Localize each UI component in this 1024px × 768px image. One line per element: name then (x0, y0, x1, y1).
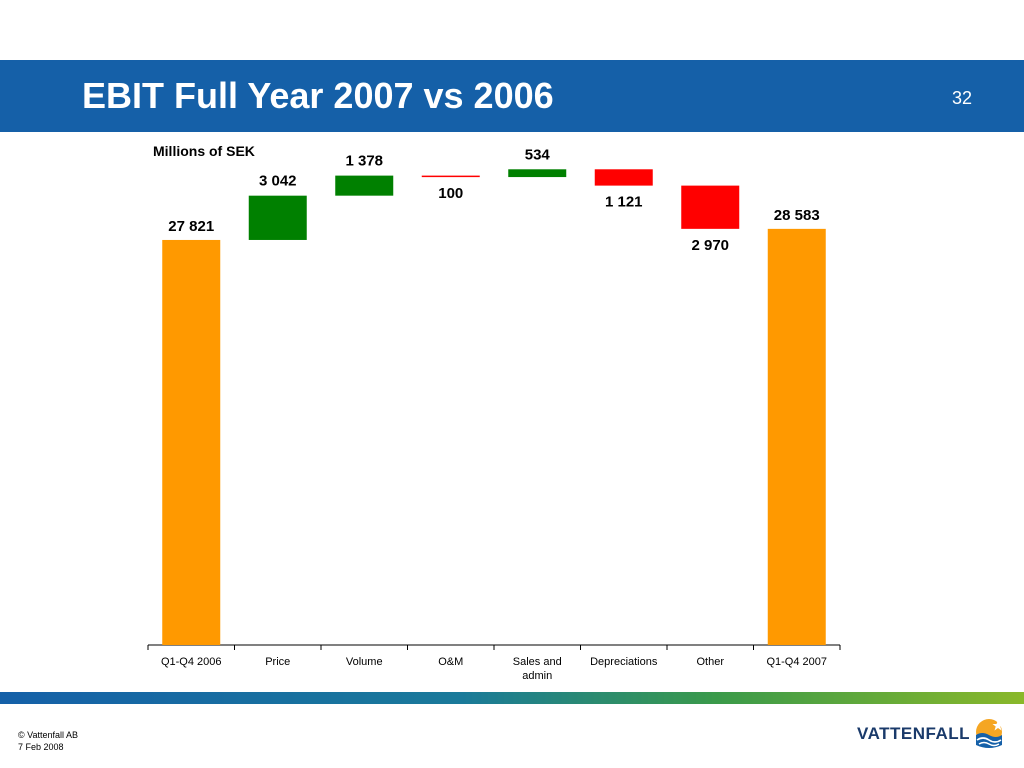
category-label: Volume (346, 656, 383, 668)
footer-gradient-band (0, 692, 1024, 704)
vattenfall-logo: VATTENFALL (857, 716, 1006, 752)
bar-sales-and-admin (508, 169, 567, 178)
category-label: Price (265, 656, 290, 668)
data-label: 3 042 (259, 173, 297, 190)
category-label: Q1-Q4 2007 (766, 656, 827, 668)
category-label: O&M (438, 656, 463, 668)
page-title: EBIT Full Year 2007 vs 2006 (82, 75, 554, 116)
waterfall-chart: 27 821 Q1-Q4 2006 3 042 Price 1 378 Volume 100… (147, 146, 841, 682)
category-label: admin (522, 670, 552, 682)
copyright-block: © Vattenfall AB 7 Feb 2008 (18, 729, 78, 753)
data-label: 100 (438, 185, 463, 202)
data-label: 1 378 (345, 153, 383, 170)
copyright-text: © Vattenfall AB (18, 730, 78, 740)
data-label: 1 121 (605, 194, 643, 211)
category-label: Q1-Q4 2006 (161, 656, 222, 668)
presentation-date: 7 Feb 2008 (18, 742, 64, 752)
bar-q1-q4-2007 (767, 228, 826, 645)
data-label: 2 970 (691, 237, 729, 254)
data-label: 27 821 (168, 218, 214, 235)
bar-volume (335, 175, 394, 196)
bar-o-m (421, 175, 480, 178)
unit-label: Millions of SEK (153, 143, 255, 159)
title-bar: EBIT Full Year 2007 vs 2006 32 (0, 60, 1024, 132)
category-label: Other (696, 656, 724, 668)
bar-other (681, 185, 740, 229)
bar-depreciations (594, 169, 653, 186)
logo-wordmark: VATTENFALL (857, 724, 970, 743)
category-label: Depreciations (590, 656, 658, 668)
bar-q1-q4-2006 (162, 239, 221, 645)
data-label: 534 (525, 146, 551, 163)
category-label: Sales and (513, 656, 562, 668)
sun-wave-logo-icon (976, 719, 1004, 748)
data-label: 28 583 (774, 207, 820, 224)
page-number: 32 (951, 88, 972, 108)
bar-price (248, 195, 307, 240)
